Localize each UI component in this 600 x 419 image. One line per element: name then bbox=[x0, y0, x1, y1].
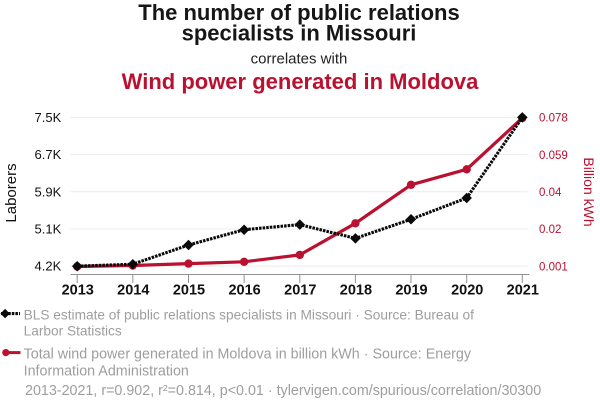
svg-text:2018: 2018 bbox=[340, 283, 372, 299]
svg-text:0.001: 0.001 bbox=[539, 261, 568, 273]
svg-text:0.059: 0.059 bbox=[539, 150, 568, 162]
svg-text:BLS estimate of public relatio: BLS estimate of public relations special… bbox=[24, 307, 475, 322]
svg-text:2014: 2014 bbox=[117, 283, 149, 299]
svg-text:5.9K: 5.9K bbox=[35, 184, 62, 199]
svg-text:5.1K: 5.1K bbox=[35, 222, 62, 237]
svg-text:correlates with: correlates with bbox=[251, 50, 348, 67]
svg-text:Wind power generated in Moldov: Wind power generated in Moldova bbox=[122, 69, 479, 94]
svg-text:4.2K: 4.2K bbox=[35, 259, 62, 274]
svg-text:2013: 2013 bbox=[62, 283, 94, 299]
svg-text:2021: 2021 bbox=[507, 283, 539, 299]
svg-text:Billion kWh: Billion kWh bbox=[581, 157, 597, 226]
svg-text:Total wind power generated in: Total wind power generated in Moldova in… bbox=[24, 347, 472, 363]
svg-text:2013-2021, r=0.902, r²=0.814,: 2013-2021, r=0.902, r²=0.814, p<0.01 · t… bbox=[25, 383, 541, 399]
svg-text:7.5K: 7.5K bbox=[35, 110, 62, 125]
svg-text:6.7K: 6.7K bbox=[35, 147, 62, 162]
svg-text:Information Administration: Information Administration bbox=[24, 363, 189, 379]
svg-text:0.02: 0.02 bbox=[539, 224, 561, 236]
svg-text:0.04: 0.04 bbox=[539, 187, 562, 199]
svg-text:The number of public relations: The number of public relations bbox=[138, 0, 459, 25]
svg-text:2016: 2016 bbox=[228, 283, 260, 299]
svg-text:Larbor Statistics: Larbor Statistics bbox=[24, 324, 122, 339]
svg-text:specialists in Missouri: specialists in Missouri bbox=[182, 21, 417, 46]
svg-text:2017: 2017 bbox=[284, 283, 316, 299]
svg-text:0.078: 0.078 bbox=[539, 113, 568, 125]
svg-text:2015: 2015 bbox=[173, 283, 205, 299]
svg-text:2020: 2020 bbox=[451, 283, 483, 299]
svg-text:2019: 2019 bbox=[395, 283, 427, 299]
svg-text:Laborers: Laborers bbox=[3, 163, 20, 222]
